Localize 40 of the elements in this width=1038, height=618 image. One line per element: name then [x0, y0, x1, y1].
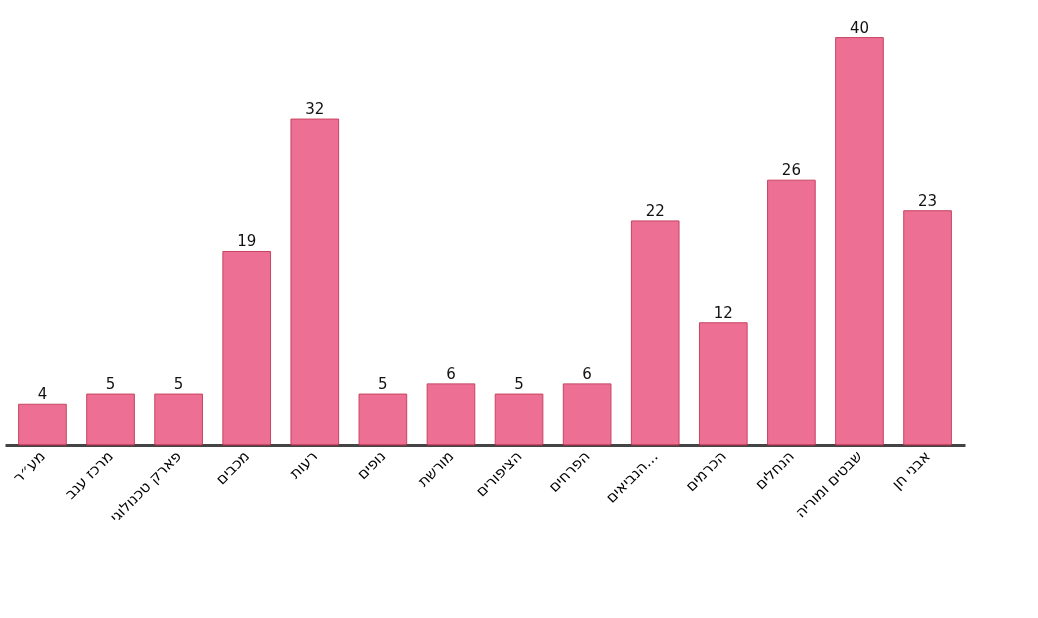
data-label: 6 [582, 364, 592, 383]
data-label: 5 [173, 375, 184, 394]
x-tick-label: אבני חן [888, 447, 934, 493]
bar [698, 322, 748, 446]
x-tick-label: הכרמים [681, 447, 730, 496]
data-label: 6 [446, 364, 456, 383]
bar [767, 179, 816, 446]
bar [562, 383, 612, 446]
data-label: 40 [849, 18, 870, 37]
data-label: 26 [781, 161, 801, 180]
bar [630, 220, 680, 446]
x-tick-label: הציפורים [472, 447, 526, 501]
x-tick-label: רעות [285, 447, 322, 483]
bar [18, 403, 67, 446]
data-label: 12 [713, 303, 733, 322]
bar [358, 393, 408, 446]
data-label: 19 [237, 232, 257, 251]
x-tick-label: הפרחים [544, 447, 594, 496]
x-tick-label: הנחלים [751, 447, 798, 494]
data-label: 22 [645, 201, 665, 220]
bar [222, 250, 272, 446]
data-label: 23 [918, 191, 938, 210]
x-tick-label: מע״ר [9, 447, 49, 487]
bar [494, 393, 544, 446]
x-tick-label: מורשת [414, 447, 458, 491]
x-tick-label: מרכז ענב [61, 447, 117, 503]
bar [290, 118, 340, 446]
data-label: 5 [105, 375, 116, 394]
x-tick-label: נופים [353, 447, 390, 484]
bar [835, 37, 884, 446]
bar [154, 393, 203, 446]
bar [86, 393, 135, 446]
bar [903, 210, 952, 446]
data-label: 4 [37, 385, 48, 404]
x-tick-label: הנביאים… [602, 447, 662, 507]
data-label: 5 [378, 375, 388, 394]
data-label: 32 [305, 100, 325, 119]
x-tick-label: מכבים [211, 447, 254, 489]
data-label: 5 [514, 375, 524, 394]
bar [426, 383, 476, 446]
